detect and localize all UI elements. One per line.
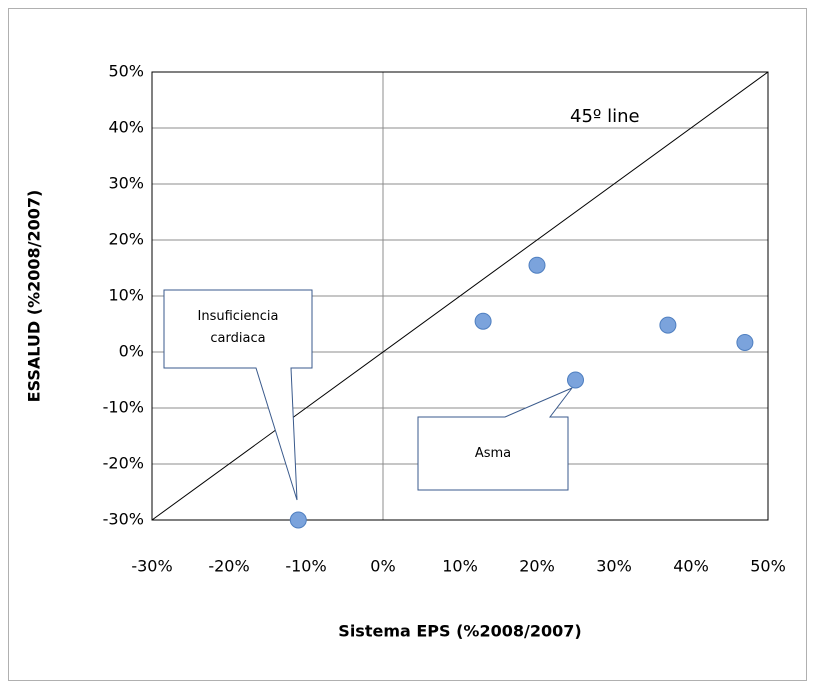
x-tick-label: 10% (442, 557, 478, 576)
x-tick-label: -10% (285, 557, 326, 576)
point (528, 256, 546, 274)
y-tick-label: 0% (119, 342, 144, 361)
point (474, 312, 492, 330)
annotation-box: Insuficiencia cardiaca (197, 309, 279, 346)
y-tick-label: 40% (108, 118, 144, 137)
callout-box (163, 289, 313, 501)
y-tick-label: 20% (108, 230, 144, 249)
y-tick-label: -20% (103, 454, 144, 473)
annotation-box: Asma (474, 446, 512, 461)
y-tick-label: -10% (103, 398, 144, 417)
annotation: Asma (474, 446, 512, 461)
x-tick-label: -30% (131, 557, 172, 576)
x-tick-label: 30% (596, 557, 632, 576)
x-tick-label: 20% (519, 557, 555, 576)
reference-line (151, 71, 769, 521)
annotation: Insuficiencia cardiaca (197, 309, 279, 346)
y-tick-label: 50% (108, 62, 144, 81)
point (289, 511, 307, 529)
point (567, 371, 584, 389)
y-tick-label: 30% (108, 174, 144, 193)
plot-border (151, 71, 769, 521)
y-tick-label: -30% (103, 510, 144, 529)
line-annotation: 45º line (570, 106, 640, 127)
x-tick-label: 0% (370, 557, 395, 576)
point (659, 316, 677, 334)
plot-area: -30% -20% -10% 0% 10% 20% 30% 40% 50% -30% -20% -10… (103, 62, 786, 576)
x-tick-label: -20% (208, 557, 249, 576)
y-tick-label: 10% (108, 286, 144, 305)
point (736, 333, 754, 351)
x-tick-label: 40% (673, 557, 709, 576)
y-axis-label: ESSALUD (%2008/2007) (25, 190, 44, 403)
x-tick-label: 50% (750, 557, 786, 576)
x-axis-label: Sistema EPS (%2008/2007) (338, 622, 581, 641)
callout-box (417, 386, 574, 491)
